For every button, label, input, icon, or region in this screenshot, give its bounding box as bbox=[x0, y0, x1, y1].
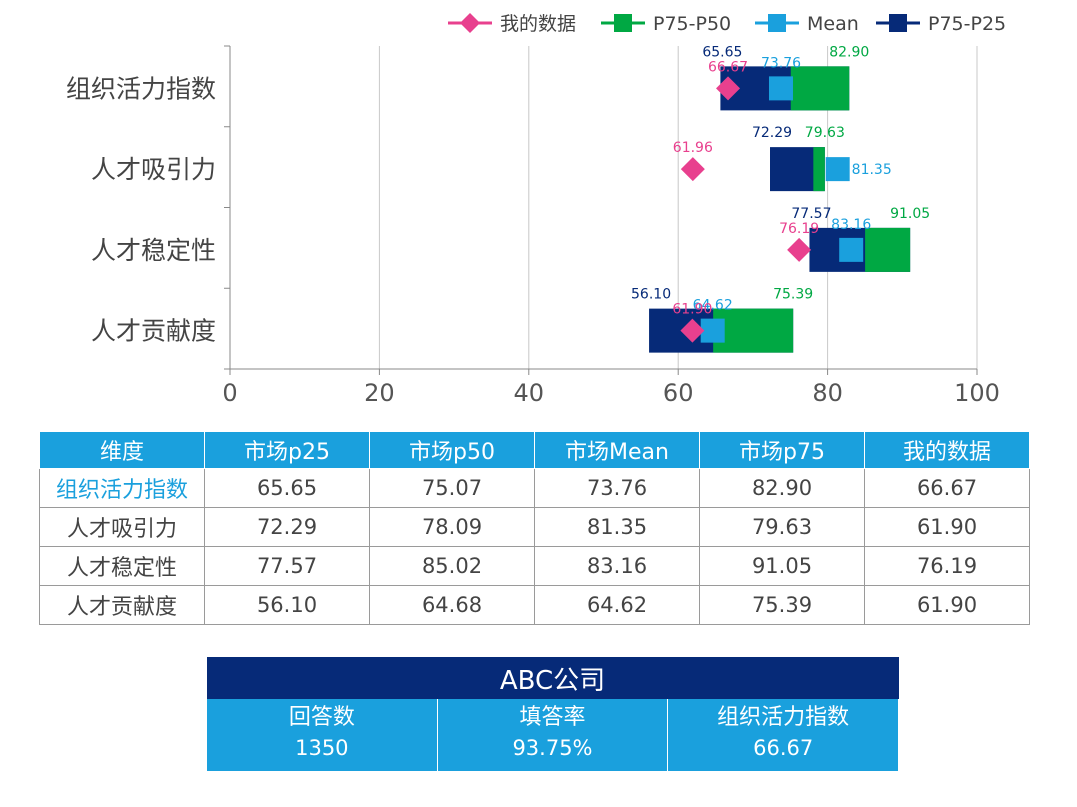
stat-value: 93.75% bbox=[512, 736, 593, 760]
table-row: 组织活力指数 65.65 75.07 73.76 82.90 66.67 bbox=[39, 468, 1030, 508]
cell-mine: 76.19 bbox=[864, 546, 1030, 586]
stat-vitality-index: 组织活力指数 66.67 bbox=[667, 699, 899, 771]
my-data-marker bbox=[680, 157, 705, 182]
stat-label: 填答率 bbox=[519, 705, 586, 730]
cell-p50: 75.07 bbox=[369, 468, 535, 508]
header-mine: 我的数据 bbox=[864, 431, 1030, 469]
header-p50: 市场p50 bbox=[369, 431, 535, 469]
stat-value: 1350 bbox=[295, 736, 349, 760]
legend-label: P75-P50 bbox=[653, 13, 731, 35]
category-label: 人才贡献度 bbox=[91, 317, 216, 346]
legend-marker bbox=[614, 14, 632, 32]
label-mean: 73.76 bbox=[761, 55, 801, 71]
label-p25: 72.29 bbox=[752, 125, 792, 141]
stat-responses: 回答数 1350 bbox=[206, 699, 438, 771]
cell-mine: 66.67 bbox=[864, 468, 1030, 508]
market-table: 维度 市场p25 市场p50 市场Mean 市场p75 我的数据 组织活力指数 … bbox=[39, 431, 1030, 625]
cell-p50: 85.02 bbox=[369, 546, 535, 586]
x-tick-label: 40 bbox=[514, 379, 545, 407]
market-table-header: 维度 市场p25 市场p50 市场Mean 市场p75 我的数据 bbox=[39, 431, 1030, 469]
label-p25: 65.65 bbox=[702, 44, 742, 60]
label-p75: 82.90 bbox=[829, 44, 869, 60]
label-mean: 81.35 bbox=[852, 162, 892, 178]
legend-marker bbox=[889, 14, 907, 32]
row-dimension[interactable]: 组织活力指数 bbox=[39, 468, 205, 508]
cell-mean: 73.76 bbox=[534, 468, 700, 508]
company-title: ABC公司 bbox=[206, 657, 899, 699]
header-mean: 市场Mean bbox=[534, 431, 700, 469]
legend-marker bbox=[460, 13, 480, 33]
my-data-marker bbox=[680, 318, 705, 343]
category-label: 人才吸引力 bbox=[91, 155, 216, 184]
label-my-data: 61.96 bbox=[673, 140, 713, 156]
label-p75: 91.05 bbox=[890, 206, 930, 222]
cell-p25: 77.57 bbox=[204, 546, 370, 586]
cell-mean: 81.35 bbox=[534, 507, 700, 547]
x-tick-label: 80 bbox=[812, 379, 843, 407]
label-p25: 77.57 bbox=[791, 206, 831, 222]
x-tick-label: 0 bbox=[222, 379, 237, 407]
cell-p25: 72.29 bbox=[204, 507, 370, 547]
category-label: 组织活力指数 bbox=[66, 74, 216, 103]
x-tick-label: 100 bbox=[954, 379, 1000, 407]
label-mean: 83.16 bbox=[831, 217, 871, 233]
stat-label: 回答数 bbox=[288, 705, 355, 730]
bar-p75-p50 bbox=[813, 147, 825, 192]
row-dimension[interactable]: 人才吸引力 bbox=[39, 507, 205, 547]
label-p25: 56.10 bbox=[631, 287, 671, 303]
cell-p75: 82.90 bbox=[699, 468, 865, 508]
bar-p75-p50 bbox=[790, 66, 850, 111]
row-dimension[interactable]: 人才稳定性 bbox=[39, 546, 205, 586]
label-p75: 75.39 bbox=[773, 287, 813, 303]
mean-marker bbox=[839, 237, 864, 262]
cell-mine: 61.90 bbox=[864, 507, 1030, 547]
company-summary: ABC公司 回答数 1350 填答率 93.75% 组织活力指数 66.67 bbox=[206, 657, 899, 771]
table-row: 人才吸引力 72.29 78.09 81.35 79.63 61.90 bbox=[39, 507, 1030, 547]
cell-p50: 64.68 bbox=[369, 585, 535, 625]
cell-mean: 64.62 bbox=[534, 585, 700, 625]
range-chart: 0 20 40 60 80 100 组织活力指数 65.65 82.90 73.76 66.67 人才… bbox=[66, 13, 1006, 407]
legend-label: Mean bbox=[807, 13, 859, 35]
mean-marker bbox=[700, 318, 725, 343]
table-row: 人才贡献度 56.10 64.68 64.62 75.39 61.90 bbox=[39, 585, 1030, 625]
row-dimension[interactable]: 人才贡献度 bbox=[39, 585, 205, 625]
bar-p75-p50 bbox=[713, 308, 794, 353]
stat-response-rate: 填答率 93.75% bbox=[436, 699, 669, 771]
stat-label: 组织活力指数 bbox=[717, 705, 850, 730]
cell-p75: 91.05 bbox=[699, 546, 865, 586]
my-data-marker bbox=[716, 76, 741, 101]
my-data-marker bbox=[787, 237, 812, 262]
cell-p75: 79.63 bbox=[699, 507, 865, 547]
legend-label: P75-P25 bbox=[928, 13, 1006, 35]
bar-p75-p50 bbox=[865, 227, 911, 272]
category-label: 人才稳定性 bbox=[91, 236, 216, 265]
cell-mean: 83.16 bbox=[534, 546, 700, 586]
table-row: 人才稳定性 77.57 85.02 83.16 91.05 76.19 bbox=[39, 546, 1030, 586]
legend-marker bbox=[768, 14, 786, 32]
mean-marker bbox=[825, 157, 850, 182]
cell-mine: 61.90 bbox=[864, 585, 1030, 625]
label-my-data: 76.19 bbox=[779, 221, 819, 237]
cell-p25: 65.65 bbox=[204, 468, 370, 508]
cell-p50: 78.09 bbox=[369, 507, 535, 547]
label-mean: 64.62 bbox=[693, 298, 733, 314]
mean-marker bbox=[768, 76, 793, 101]
header-p25: 市场p25 bbox=[204, 431, 370, 469]
x-tick-label: 60 bbox=[663, 379, 694, 407]
x-tick-label: 20 bbox=[364, 379, 395, 407]
header-dimension: 维度 bbox=[39, 431, 205, 469]
cell-p75: 75.39 bbox=[699, 585, 865, 625]
label-my-data: 61.90 bbox=[672, 302, 712, 318]
label-my-data: 66.67 bbox=[708, 59, 748, 75]
legend-label: 我的数据 bbox=[500, 13, 576, 35]
stat-value: 66.67 bbox=[753, 736, 814, 760]
header-p75: 市场p75 bbox=[699, 431, 865, 469]
cell-p25: 56.10 bbox=[204, 585, 370, 625]
label-p75: 79.63 bbox=[805, 125, 845, 141]
